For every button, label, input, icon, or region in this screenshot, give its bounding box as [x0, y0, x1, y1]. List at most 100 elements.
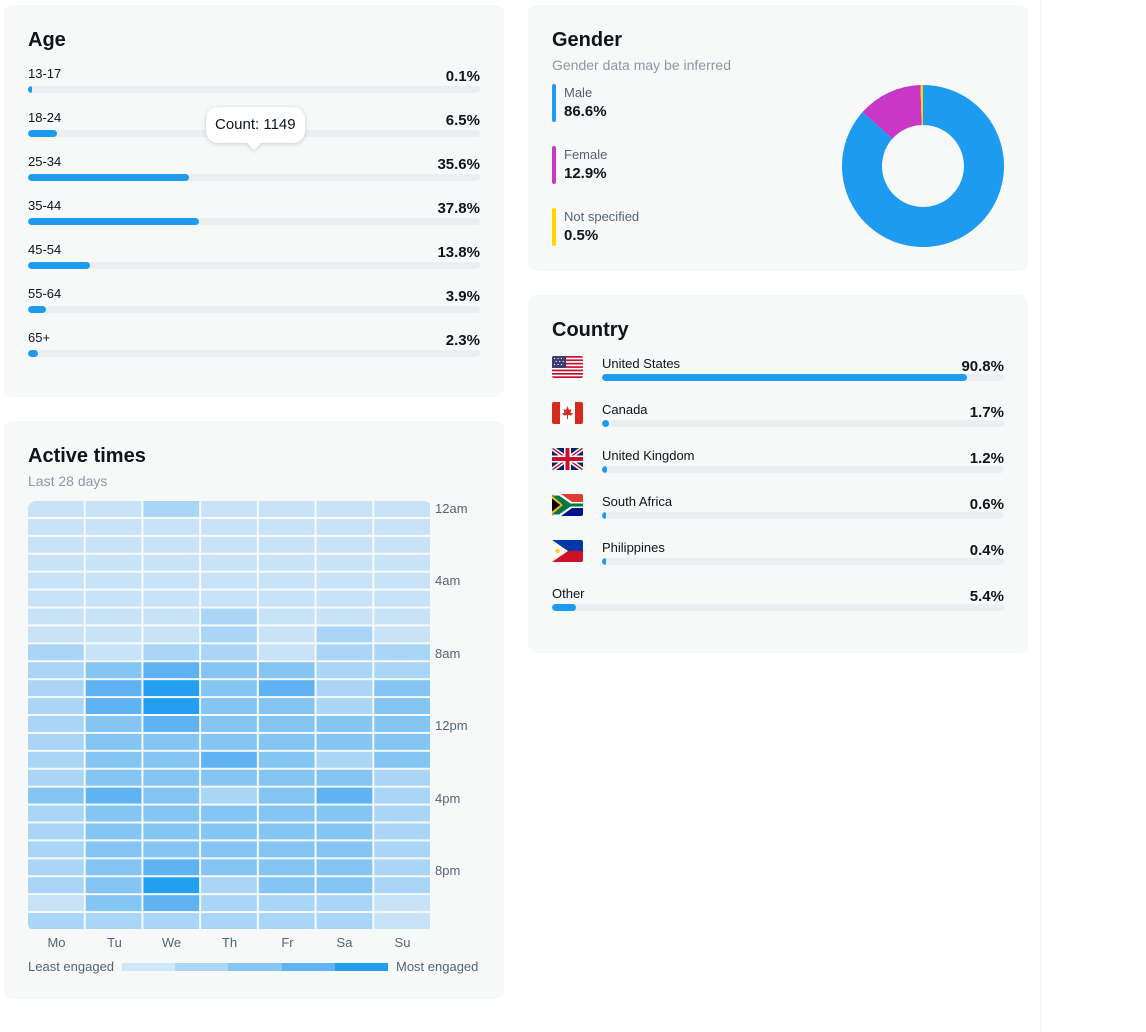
heatmap-cell[interactable] [258, 769, 315, 786]
heatmap-cell[interactable] [316, 644, 373, 661]
heatmap-cell[interactable] [201, 518, 257, 535]
heatmap-cell[interactable] [316, 787, 373, 804]
heatmap-cell[interactable] [316, 680, 373, 697]
heatmap-cell[interactable] [201, 644, 257, 661]
heatmap-cell[interactable] [258, 536, 315, 553]
heatmap-cell[interactable] [143, 536, 200, 553]
heatmap-cell[interactable] [28, 733, 84, 750]
heatmap-cell[interactable] [258, 733, 315, 750]
heatmap-cell[interactable] [258, 895, 315, 912]
heatmap-cell[interactable] [201, 662, 257, 679]
heatmap-cell[interactable] [28, 572, 84, 589]
heatmap-cell[interactable] [374, 769, 430, 786]
heatmap-cell[interactable] [85, 787, 142, 804]
country-row-philippines[interactable]: Philippines 0.4% [552, 540, 1004, 580]
heatmap-cell[interactable] [258, 913, 315, 929]
heatmap-cell[interactable] [374, 733, 430, 750]
age-row[interactable]: 45-54 13.8% [28, 242, 480, 278]
heatmap-cell[interactable] [28, 608, 84, 625]
heatmap-cell[interactable] [143, 554, 200, 571]
heatmap-cell[interactable] [374, 608, 430, 625]
heatmap-cell[interactable] [258, 554, 315, 571]
heatmap-cell[interactable] [258, 518, 315, 535]
heatmap-cell[interactable] [85, 877, 142, 894]
heatmap-cell[interactable] [143, 733, 200, 750]
heatmap-cell[interactable] [85, 590, 142, 607]
heatmap-cell[interactable] [143, 572, 200, 589]
heatmap-cell[interactable] [28, 554, 84, 571]
heatmap-cell[interactable] [316, 751, 373, 768]
country-row-canada[interactable]: Canada 1.7% [552, 402, 1004, 442]
heatmap-cell[interactable] [85, 536, 142, 553]
age-row[interactable]: 35-44 37.8% [28, 198, 480, 234]
heatmap-cell[interactable] [316, 608, 373, 625]
heatmap-cell[interactable] [201, 841, 257, 858]
heatmap-cell[interactable] [316, 501, 373, 517]
country-row-other[interactable]: Other 5.4% [552, 586, 1004, 626]
heatmap-cell[interactable] [201, 572, 257, 589]
heatmap-cell[interactable] [28, 590, 84, 607]
heatmap-cell[interactable] [143, 841, 200, 858]
heatmap-cell[interactable] [28, 895, 84, 912]
heatmap-cell[interactable] [28, 716, 84, 732]
heatmap-cell[interactable] [28, 518, 84, 535]
heatmap-cell[interactable] [201, 554, 257, 571]
heatmap-cell[interactable] [258, 841, 315, 858]
heatmap-cell[interactable] [316, 805, 373, 822]
heatmap-cell[interactable] [374, 626, 430, 643]
heatmap-cell[interactable] [258, 787, 315, 804]
heatmap-cell[interactable] [143, 716, 200, 732]
heatmap-cell[interactable] [374, 913, 430, 929]
heatmap-cell[interactable] [201, 787, 257, 804]
heatmap-cell[interactable] [28, 680, 84, 697]
heatmap-cell[interactable] [201, 859, 257, 876]
heatmap-cell[interactable] [85, 698, 142, 714]
heatmap-cell[interactable] [374, 787, 430, 804]
heatmap-cell[interactable] [258, 501, 315, 517]
heatmap-cell[interactable] [85, 644, 142, 661]
age-row[interactable]: 55-64 3.9% [28, 286, 480, 322]
heatmap-cell[interactable] [374, 518, 430, 535]
heatmap-cell[interactable] [28, 644, 84, 661]
heatmap-cell[interactable] [28, 787, 84, 804]
heatmap-cell[interactable] [28, 859, 84, 876]
heatmap-cell[interactable] [201, 608, 257, 625]
heatmap-cell[interactable] [201, 698, 257, 714]
heatmap-cell[interactable] [143, 877, 200, 894]
heatmap-cell[interactable] [143, 859, 200, 876]
heatmap-cell[interactable] [258, 644, 315, 661]
heatmap-cell[interactable] [374, 841, 430, 858]
heatmap-cell[interactable] [28, 805, 84, 822]
heatmap-cell[interactable] [143, 608, 200, 625]
heatmap-cell[interactable] [85, 608, 142, 625]
heatmap-cell[interactable] [28, 769, 84, 786]
heatmap-cell[interactable] [374, 805, 430, 822]
heatmap-cell[interactable] [201, 913, 257, 929]
heatmap-cell[interactable] [374, 895, 430, 912]
heatmap-cell[interactable] [374, 823, 430, 840]
heatmap-cell[interactable] [201, 680, 257, 697]
heatmap-cell[interactable] [258, 716, 315, 732]
heatmap-cell[interactable] [28, 662, 84, 679]
heatmap-cell[interactable] [85, 626, 142, 643]
heatmap-cell[interactable] [143, 823, 200, 840]
heatmap-cell[interactable] [316, 841, 373, 858]
heatmap-cell[interactable] [201, 877, 257, 894]
heatmap-cell[interactable] [143, 769, 200, 786]
heatmap-cell[interactable] [316, 895, 373, 912]
heatmap-cell[interactable] [374, 572, 430, 589]
heatmap-cell[interactable] [143, 751, 200, 768]
heatmap-cell[interactable] [28, 823, 84, 840]
heatmap-cell[interactable] [316, 716, 373, 732]
heatmap-cell[interactable] [201, 895, 257, 912]
country-row-south-africa[interactable]: South Africa 0.6% [552, 494, 1004, 534]
heatmap-cell[interactable] [374, 859, 430, 876]
heatmap-cell[interactable] [316, 536, 373, 553]
age-row[interactable]: 25-34 35.6% [28, 154, 480, 190]
heatmap-cell[interactable] [258, 751, 315, 768]
heatmap-cell[interactable] [316, 913, 373, 929]
heatmap-cell[interactable] [258, 626, 315, 643]
heatmap-cell[interactable] [28, 501, 84, 517]
heatmap-cell[interactable] [143, 518, 200, 535]
heatmap-cell[interactable] [258, 572, 315, 589]
